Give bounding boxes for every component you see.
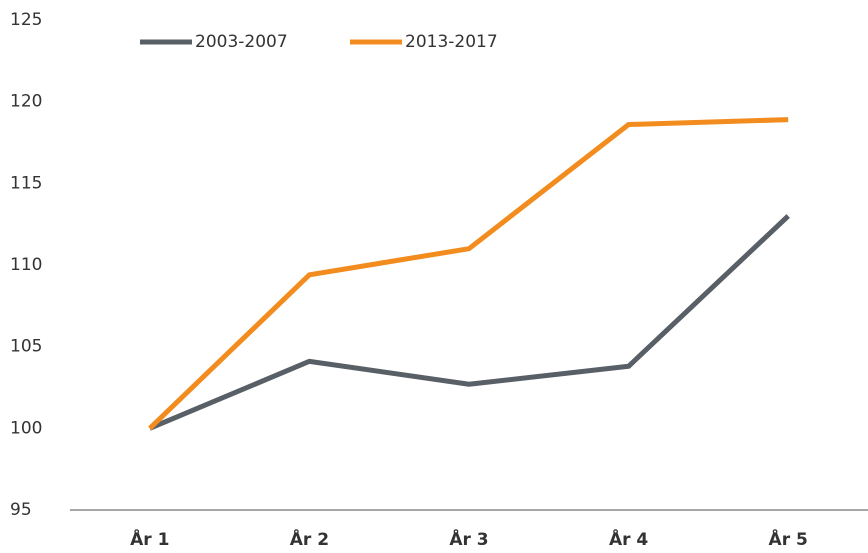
legend-label: 2003-2007 [195, 32, 288, 52]
y-tick-label: 125 [10, 10, 42, 30]
x-tick-label: År 5 [769, 527, 808, 549]
y-tick-label: 100 [10, 418, 42, 438]
x-tick-label: År 4 [609, 527, 648, 549]
x-tick-label: År 2 [290, 527, 329, 549]
line-series [148, 214, 790, 431]
line-series [148, 117, 789, 431]
x-tick-label: År 3 [449, 527, 488, 549]
y-tick-label: 105 [10, 337, 42, 357]
y-tick-label: 120 [10, 92, 42, 112]
y-tick-label: 115 [10, 173, 42, 193]
y-tick-label: 95 [10, 500, 32, 520]
x-tick-label: År 1 [130, 527, 169, 549]
y-tick-label: 110 [10, 255, 42, 275]
legend-label: 2013-2017 [405, 32, 498, 52]
